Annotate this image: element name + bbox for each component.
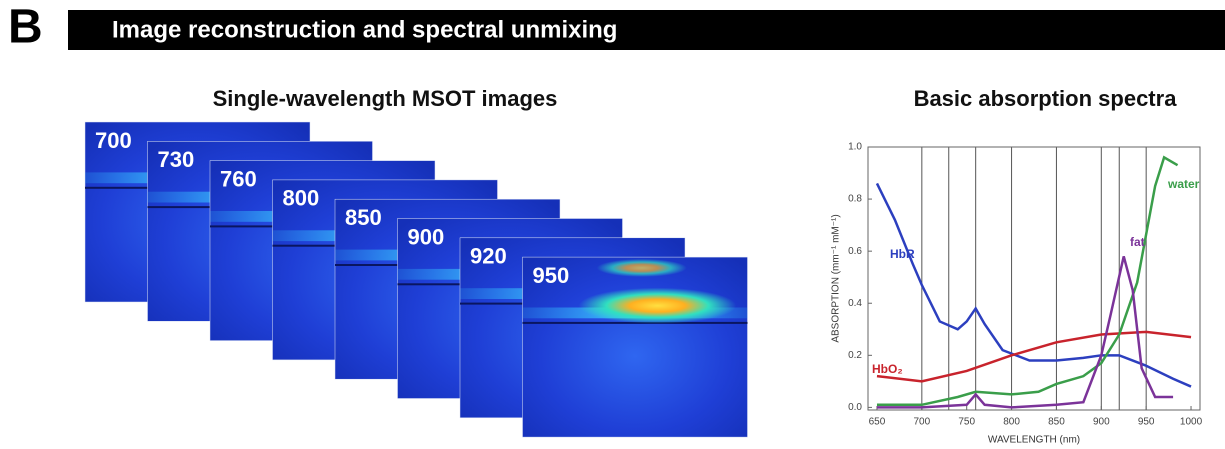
frame-label: 850 [345, 205, 382, 230]
frame-label: 920 [470, 244, 507, 269]
image-stack: 700 730 760 800 850 900 920 950 [85, 122, 748, 437]
series-label: fat [1130, 235, 1145, 249]
x-tick-label: 750 [958, 417, 975, 428]
series-label: HbO₂ [872, 362, 903, 376]
y-tick-label: 1.0 [848, 142, 862, 153]
y-tick-label: 0.2 [848, 350, 862, 361]
x-tick-label: 1000 [1180, 417, 1203, 428]
header-title: Image reconstruction and spectral unmixi… [112, 16, 617, 43]
frame-label: 700 [95, 128, 132, 153]
series-line [877, 183, 1191, 386]
panel-letter: B [8, 1, 43, 54]
chart-title: Basic absorption spectra [914, 86, 1178, 111]
y-tick-label: 0.6 [848, 246, 862, 257]
frame-label: 900 [408, 224, 445, 249]
series-label: water [1167, 177, 1200, 191]
x-tick-label: 700 [913, 417, 930, 428]
x-tick-label: 650 [869, 417, 886, 428]
x-tick-label: 950 [1138, 417, 1155, 428]
frame-label: 800 [283, 186, 320, 211]
frame-label: 730 [158, 147, 195, 172]
left-title: Single-wavelength MSOT images [213, 86, 558, 111]
x-tick-label: 850 [1048, 417, 1065, 428]
figure: B Image reconstruction and spectral unmi… [0, 0, 1225, 449]
y-tick-label: 0.8 [848, 194, 862, 205]
series-label: HbR [890, 247, 915, 261]
x-tick-label: 900 [1093, 417, 1110, 428]
hot-spot [597, 259, 687, 277]
y-tick-label: 0.0 [848, 402, 862, 413]
y-tick-label: 0.4 [848, 298, 862, 309]
spectra-chart: 0.0 0.2 0.4 0.6 0.8 1.0 650 700 750 800 850 900 950 1… [831, 142, 1203, 446]
y-axis-label: ABSORPTION (mm⁻¹ mM⁻¹) [831, 214, 842, 342]
frame-label: 760 [220, 166, 257, 191]
image-frame: 950 [523, 257, 748, 437]
hot-spot [579, 288, 737, 324]
x-tick-label: 800 [1003, 417, 1020, 428]
x-axis-label: WAVELENGTH (nm) [988, 435, 1080, 446]
frame-label: 950 [533, 263, 570, 288]
